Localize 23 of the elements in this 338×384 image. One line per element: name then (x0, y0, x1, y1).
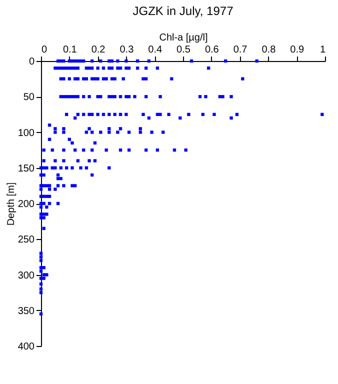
x-tick-label: 0.4 (148, 44, 162, 56)
y-tick-label: 250 (18, 234, 35, 246)
x-tick-label: 0.2 (91, 44, 106, 56)
x-tick-label: 0.6 (204, 44, 220, 56)
x-axis-title: Chl-a [µg/l] (159, 32, 208, 44)
y-tick-label: 0 (28, 56, 35, 68)
x-tick-label: 0.1 (62, 44, 78, 56)
y-tick-label: 100 (18, 128, 35, 139)
y-tick-label: 400 (18, 342, 35, 352)
x-tick-label: 0.8 (262, 44, 276, 56)
y-tick-label: 350 (18, 306, 35, 317)
x-tick-label: 1 (320, 44, 326, 56)
x-tick-label: 0.7 (233, 44, 248, 56)
x-tick-label: 0.5 (176, 44, 191, 56)
chart-title: JGZK in July, 1977 (132, 4, 234, 18)
y-tick-label: 200 (18, 199, 35, 210)
x-tick-label: 0 (42, 44, 48, 56)
y-tick-label: 150 (18, 163, 35, 174)
y-tick-label: 300 (18, 270, 35, 282)
x-tick-label: 0.9 (290, 44, 304, 56)
y-axis-title: Depth [m] (6, 182, 17, 226)
x-tick-label: 0.3 (120, 44, 134, 56)
y-tick-label: 50 (23, 92, 35, 104)
